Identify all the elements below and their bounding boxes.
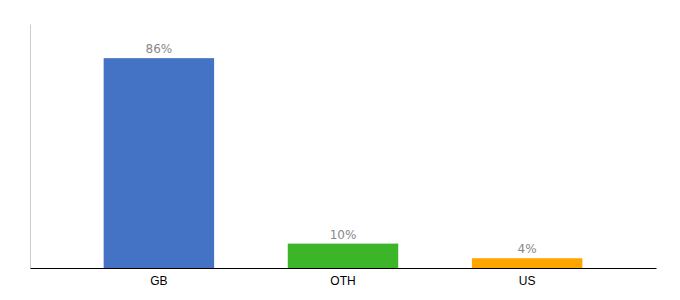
y-axis-line <box>30 25 31 269</box>
data-labels: 86% 10% 4% <box>146 42 537 256</box>
bars <box>104 58 583 268</box>
data-label: 86% <box>146 42 173 56</box>
chart-container: GB OTH US 86% 10% 4% <box>0 0 680 300</box>
bar <box>104 58 214 268</box>
chart-svg: GB OTH US 86% 10% 4% <box>0 0 680 300</box>
x-tick: OTH <box>330 268 355 288</box>
x-tick: US <box>519 268 536 288</box>
data-label: 4% <box>518 242 537 256</box>
data-label: 10% <box>330 228 357 242</box>
y-axis <box>30 25 31 269</box>
plot-area: GB OTH US 86% 10% 4% <box>31 25 657 288</box>
x-tick: GB <box>150 268 167 288</box>
x-tick-label: GB <box>150 274 167 288</box>
x-axis: GB OTH US <box>31 268 657 288</box>
x-tick-label: US <box>519 274 536 288</box>
x-axis-line <box>31 268 657 269</box>
x-tick-label: OTH <box>330 274 355 288</box>
bar <box>288 244 398 268</box>
bar <box>472 258 582 268</box>
